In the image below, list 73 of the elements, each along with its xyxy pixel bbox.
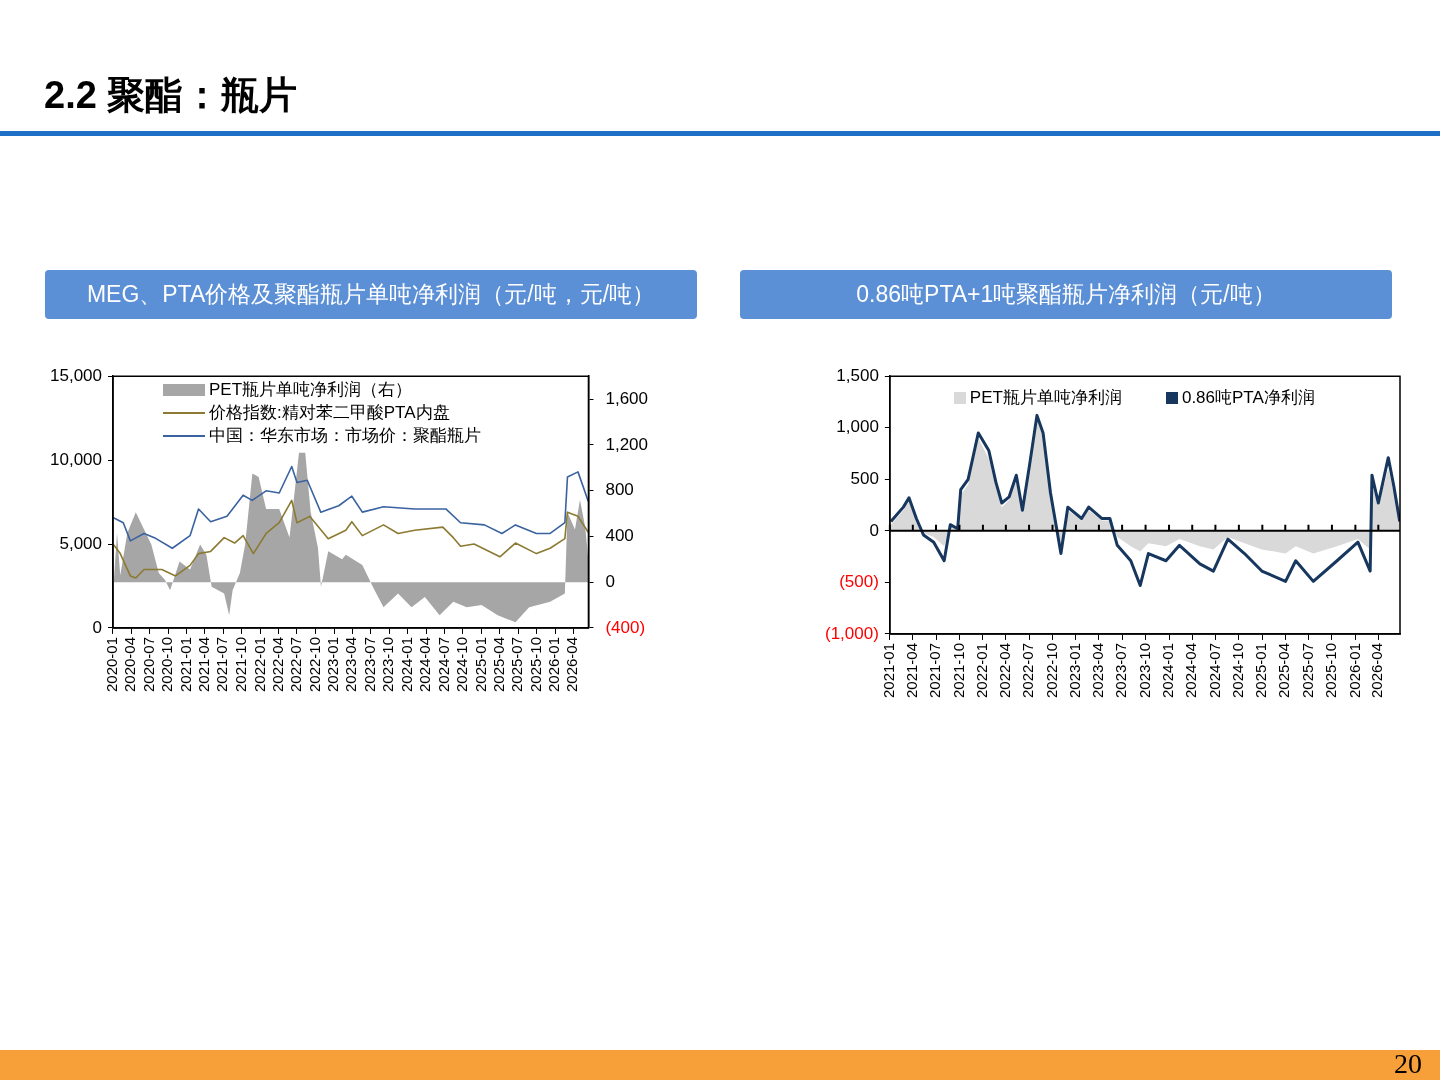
y-tick-label: 0: [869, 520, 879, 540]
legend-label: 0.86吨PTA净利润: [1181, 387, 1315, 410]
y-tick-label: 15,000: [50, 365, 102, 385]
x-tick-label: 2023-04: [342, 636, 360, 693]
x-tick-label: 2024-10: [453, 636, 471, 693]
x-tick-label: 2026-01: [545, 636, 563, 693]
x-tick-label: 2025-01: [471, 636, 489, 693]
x-tick-label: 2024-07: [434, 636, 452, 693]
x-tick-label: 2022-07: [1019, 642, 1037, 699]
y-tick-label: 1,000: [836, 417, 879, 437]
x-tick-label: 2022-04: [996, 642, 1013, 699]
y-tick-label: (500): [839, 572, 879, 592]
y-tick-label: 0: [92, 617, 102, 637]
x-tick-label: 2021-01: [880, 642, 897, 699]
x-tick-label: 2022-10: [305, 636, 323, 693]
y2-tick-label: 1,600: [605, 388, 649, 408]
x-tick-label: 2025-04: [489, 636, 507, 693]
x-tick-label: 2026-04: [563, 636, 581, 693]
x-tick-label: 2024-01: [1159, 642, 1177, 699]
x-tick-label: 2020-04: [121, 636, 139, 693]
x-tick-label: 2021-04: [195, 636, 213, 693]
x-tick-label: 2023-10: [1135, 642, 1153, 699]
legend-label: 价格指数:精对苯二甲酸PTA内盘: [208, 402, 450, 425]
text: 2.2 聚酯：瓶片: [44, 73, 298, 118]
x-tick-label: 2023-01: [324, 636, 342, 693]
x-tick-label: 2021-07: [213, 636, 231, 693]
x-tick-label: 2023-01: [1066, 642, 1084, 699]
x-tick-label: 2024-01: [397, 636, 415, 693]
x-tick-label: 2023-10: [379, 636, 397, 693]
x-tick-label: 2025-04: [1275, 642, 1293, 699]
x-tick-label: 2021-10: [232, 636, 250, 693]
x-tick-label: 2021-01: [176, 636, 194, 693]
y2-tick-label: 1,200: [605, 434, 649, 454]
x-tick-label: 2026-04: [1368, 642, 1386, 699]
text: 20: [1394, 1048, 1422, 1080]
chart-title: 0.86吨PTA+1吨聚酯瓶片净利润（元/吨）: [740, 270, 1392, 319]
x-tick-label: 2022-10: [1042, 642, 1060, 699]
x-tick-label: 2024-04: [416, 636, 434, 693]
legend-label: PET瓶片单吨净利润（右）: [208, 379, 413, 402]
x-tick-label: 2021-10: [949, 642, 967, 699]
x-tick-label: 2025-07: [1298, 642, 1316, 699]
legend-label: 中国：华东市场：市场价：聚酯瓶片: [208, 425, 481, 448]
y-tick-label: 10,000: [50, 449, 102, 469]
x-tick-label: 2025-01: [1252, 642, 1270, 699]
x-tick-label: 2025-10: [1322, 642, 1340, 699]
x-tick-label: 2022-07: [287, 636, 305, 693]
x-tick-label: 2020-10: [158, 636, 176, 693]
x-tick-label: 2024-04: [1182, 642, 1200, 699]
y-tick-label: 1,500: [836, 365, 879, 385]
x-tick-label: 2021-04: [902, 642, 920, 699]
chart-title: MEG、PTA价格及聚酯瓶片单吨净利润（元/吨，元/吨）: [45, 270, 697, 319]
x-tick-label: 2021-07: [926, 642, 944, 699]
x-tick-label: 2020-07: [139, 636, 157, 693]
x-tick-label: 2022-01: [250, 636, 268, 693]
y-tick-label: 5,000: [59, 533, 102, 553]
x-tick-label: 2023-07: [1112, 642, 1130, 699]
y2-tick-label: 400: [605, 526, 634, 546]
y-tick-label: 500: [850, 468, 879, 488]
x-tick-label: 2026-01: [1345, 642, 1363, 699]
x-tick-label: 2022-01: [973, 642, 991, 699]
x-tick-label: 2024-07: [1205, 642, 1223, 699]
x-tick-label: 2023-07: [360, 636, 378, 693]
y-tick-label: (1,000): [824, 623, 879, 643]
x-tick-label: 2025-07: [508, 636, 526, 693]
x-tick-label: 2023-04: [1089, 642, 1107, 699]
x-tick-label: 2025-10: [526, 636, 544, 693]
legend-label: PET瓶片单吨净利润: [969, 387, 1122, 410]
y2-tick-label: 800: [605, 480, 634, 500]
x-tick-label: 2022-04: [268, 636, 286, 693]
x-tick-label: 2024-10: [1229, 642, 1247, 699]
y2-tick-label: (400): [605, 617, 646, 637]
y2-tick-label: 0: [605, 571, 615, 591]
x-tick-label: 2020-01: [103, 636, 121, 693]
